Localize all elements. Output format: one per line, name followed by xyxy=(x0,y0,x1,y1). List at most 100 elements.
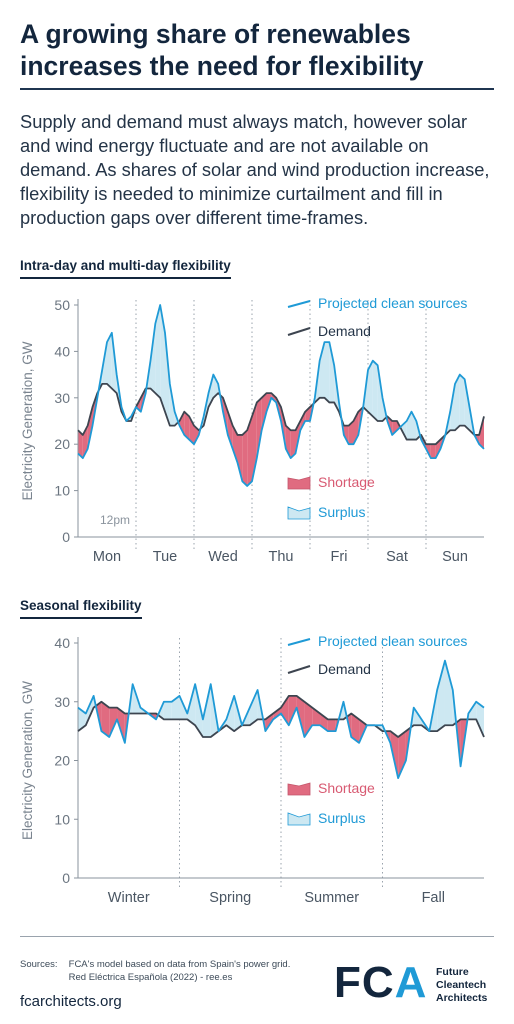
annotation-label: 12pm xyxy=(100,513,130,527)
surplus-area xyxy=(107,332,112,389)
sources-note: Sources: FCA's model based on data from … xyxy=(20,958,290,984)
surplus-area xyxy=(329,342,335,403)
legend-demand-label: Demand xyxy=(318,661,371,677)
shortage-area xyxy=(430,444,436,459)
seasonal-chart: 0 10 20 30 40 Electricity Generation, GW Winte… xyxy=(20,633,485,906)
section-heading-intraday: Intra-day and multi-day flexibility xyxy=(20,258,231,279)
y-tick-label: 30 xyxy=(54,390,70,406)
surplus-area xyxy=(163,701,172,720)
shortage-area xyxy=(227,411,233,449)
legend-projected-label: Projected clean sources xyxy=(318,295,467,311)
y-tick-label: 40 xyxy=(54,635,70,651)
y-tick-label: 0 xyxy=(62,870,70,886)
fca-logo-name: Future Cleantech Architects xyxy=(436,966,488,1004)
surplus-area xyxy=(411,411,417,440)
surplus-area xyxy=(213,374,219,398)
surplus-area xyxy=(319,342,325,398)
legend-projected-swatch xyxy=(287,300,311,308)
legend-surplus-swatch xyxy=(287,812,311,826)
title-line-1: A growing share of renewables xyxy=(20,19,411,49)
title-line-2: increases the need for flexibility xyxy=(20,51,424,81)
legend-shortage-label: Shortage xyxy=(318,780,375,796)
x-category-label: Wed xyxy=(208,549,238,565)
legend-demand-label: Demand xyxy=(318,323,371,339)
y-tick-label: 50 xyxy=(54,297,70,313)
shortage-area xyxy=(247,416,252,486)
y-tick-label: 10 xyxy=(54,483,70,499)
shortage-area xyxy=(398,731,406,779)
surplus-area xyxy=(372,360,378,421)
shortage-area xyxy=(304,701,313,737)
section-underline xyxy=(20,277,231,279)
surplus-area xyxy=(150,323,156,394)
shortage-area xyxy=(261,393,267,431)
shortage-area xyxy=(87,407,93,449)
shortage-area xyxy=(256,397,262,459)
footer-divider xyxy=(20,936,494,937)
shortage-area xyxy=(290,430,296,459)
surplus-area xyxy=(165,332,170,426)
legend-shortage-swatch xyxy=(287,476,311,490)
surplus-area xyxy=(155,305,161,398)
shortage-area xyxy=(242,430,248,486)
surplus-area xyxy=(202,684,211,737)
legend-projected-label: Projected clean sources xyxy=(318,633,467,649)
shortage-area xyxy=(348,421,354,445)
projected-series-line xyxy=(77,304,485,487)
website-link[interactable]: fcarchitects.org xyxy=(20,993,122,1010)
x-category-label: Mon xyxy=(93,549,121,565)
legend-surplus-label: Surplus xyxy=(318,810,365,826)
section-heading-seasonal: Seasonal flexibility xyxy=(20,598,142,619)
fca-logo-mark: FCA xyxy=(334,958,428,1007)
intro-paragraph: Supply and demand must always match, how… xyxy=(20,111,490,228)
y-tick-label: 20 xyxy=(54,436,70,452)
x-category-label: Sun xyxy=(442,549,468,565)
legend-surplus-swatch xyxy=(287,506,311,520)
shortage-area xyxy=(343,425,349,445)
shortage-area xyxy=(189,416,194,445)
surplus-area xyxy=(160,305,165,412)
surplus-area xyxy=(171,695,180,720)
legend-demand-swatch xyxy=(287,327,311,336)
x-category-label: Fall xyxy=(422,890,445,906)
intraday-chart: 0 10 20 30 40 50 Electricity Generation, GW Mon… xyxy=(20,295,485,565)
shortage-area xyxy=(232,425,238,463)
surplus-area xyxy=(455,374,460,431)
shortage-area xyxy=(184,411,190,440)
fca-logo: FCA Future Cleantech Architects xyxy=(334,958,504,1008)
shortage-area xyxy=(273,707,281,720)
surplus-area xyxy=(437,660,445,732)
surplus-area xyxy=(476,701,484,737)
sources-label: Sources: xyxy=(20,959,58,970)
section-heading-seasonal-label: Seasonal flexibility xyxy=(20,598,142,613)
page-title: A growing share of renewables increases … xyxy=(20,18,500,82)
x-category-label: Tue xyxy=(153,549,177,565)
legend-surplus-label: Surplus xyxy=(318,504,365,520)
x-category-label: Fri xyxy=(331,549,348,565)
surplus-area xyxy=(406,411,412,440)
sources-line-1: FCA's model based on data from Spain's p… xyxy=(68,959,291,970)
surplus-area xyxy=(226,695,235,732)
y-tick-label: 40 xyxy=(54,343,70,359)
projected-series-line xyxy=(77,659,485,780)
title-divider xyxy=(20,88,494,90)
surplus-area xyxy=(85,695,94,726)
y-tick-label: 10 xyxy=(54,811,70,827)
shortage-area xyxy=(320,713,328,732)
section-heading-intraday-label: Intra-day and multi-day flexibility xyxy=(20,258,231,273)
x-category-label: Spring xyxy=(209,890,251,906)
surplus-area xyxy=(464,379,470,431)
shortage-area xyxy=(300,411,306,431)
shortage-area xyxy=(351,713,360,743)
shortage-area xyxy=(78,430,83,459)
surplus-area xyxy=(126,416,132,421)
shortage-area xyxy=(335,719,339,732)
surplus-area xyxy=(459,374,465,426)
surplus-area xyxy=(368,360,373,417)
shortage-area xyxy=(237,434,243,482)
x-category-label: Summer xyxy=(304,890,359,906)
sources-line-2: Red Eléctrica Española (2022) - ree.es xyxy=(68,972,233,983)
legend-projected-swatch xyxy=(287,638,311,646)
shortage-area xyxy=(148,713,157,720)
x-category-label: Winter xyxy=(108,890,150,906)
